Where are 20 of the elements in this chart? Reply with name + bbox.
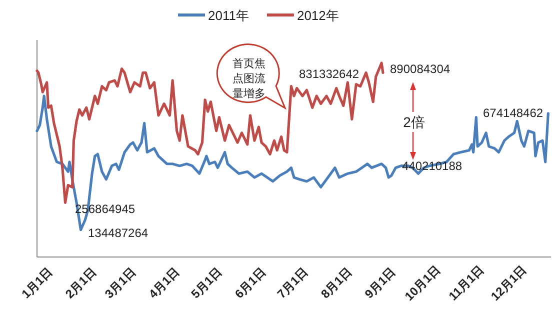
x-tick-label: 3月1日 — [102, 264, 138, 302]
annotation: 2倍 — [403, 114, 425, 130]
x-tick-label: 12月1日 — [488, 262, 530, 304]
x-tick-label: 6月1日 — [232, 264, 268, 302]
x-tick-label: 7月1日 — [274, 264, 311, 302]
x-tick-label: 1月1日 — [18, 264, 56, 302]
legend-label: 2012年 — [296, 8, 339, 23]
x-tick-label: 10月1日 — [402, 262, 444, 304]
x-tick-label: 2月1日 — [62, 264, 99, 302]
x-tick-label: 5月1日 — [188, 264, 225, 302]
x-tick-label: 9月1日 — [362, 264, 398, 302]
legend-label: 2011年 — [208, 8, 249, 23]
x-tick-label: 11月1日 — [446, 262, 487, 304]
annotation: 890084304 — [390, 62, 450, 76]
annotation: 831332642 — [299, 67, 360, 81]
annotation: 674148462 — [483, 106, 544, 120]
x-tick-label: 8月1日 — [318, 264, 355, 302]
annotation: 134487264 — [88, 226, 148, 240]
annotation: 首页焦点图流量增多 — [232, 58, 266, 100]
x-tick-label: 4月1日 — [146, 264, 182, 302]
